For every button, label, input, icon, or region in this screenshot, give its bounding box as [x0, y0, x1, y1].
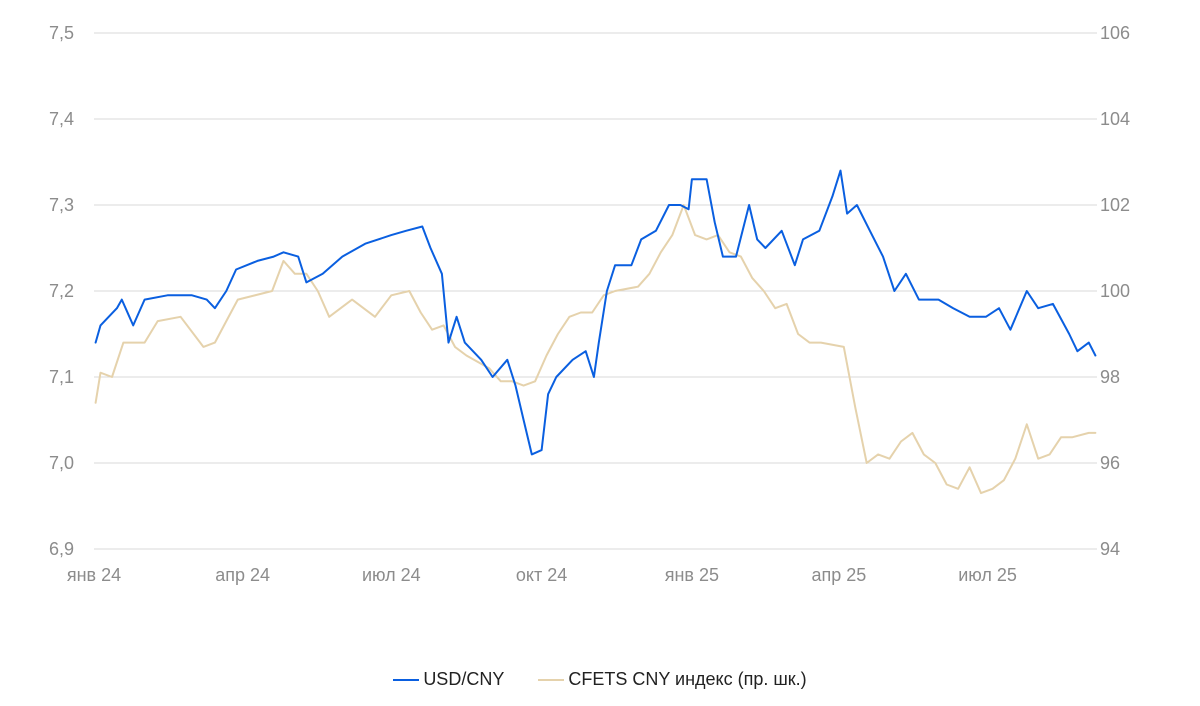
left-y-axis: 7,5 7,4 7,3 7,2 7,1 7,0 6,9 [49, 23, 74, 559]
x-tick-label: июл 24 [362, 565, 421, 585]
series-lines [94, 169, 1097, 495]
right-y-axis: 106 104 102 100 98 96 94 [1100, 23, 1130, 559]
y-left-tick-label: 7,0 [49, 453, 74, 473]
y-right-tick-label: 98 [1100, 367, 1120, 387]
series-line-cfets-index [94, 204, 1097, 495]
y-left-tick-label: 6,9 [49, 539, 74, 559]
y-right-tick-label: 106 [1100, 23, 1130, 43]
x-tick-label: апр 25 [812, 565, 867, 585]
legend: USD/CNY CFETS CNY индекс (пр. шк.) [0, 669, 1200, 690]
x-axis: янв 24 апр 24 июл 24 окт 24 янв 25 апр 25 июл … [67, 565, 1017, 585]
x-tick-label: окт 24 [516, 565, 567, 585]
y-left-tick-label: 7,5 [49, 23, 74, 43]
y-left-tick-label: 7,4 [49, 109, 74, 129]
y-left-tick-label: 7,1 [49, 367, 74, 387]
legend-label-usdcny: USD/CNY [423, 669, 505, 689]
gridlines [94, 32, 1097, 550]
x-tick-label: янв 25 [665, 565, 719, 585]
y-right-tick-label: 100 [1100, 281, 1130, 301]
y-right-tick-label: 102 [1100, 195, 1130, 215]
x-tick-label: июл 25 [958, 565, 1017, 585]
y-right-tick-label: 96 [1100, 453, 1120, 473]
x-tick-label: апр 24 [215, 565, 270, 585]
legend-item-cfets: CFETS CNY индекс (пр. шк.) [538, 669, 807, 690]
y-right-tick-label: 104 [1100, 109, 1130, 129]
legend-swatch-usdcny [393, 678, 420, 681]
y-left-tick-label: 7,2 [49, 281, 74, 301]
legend-label-cfets: CFETS CNY индекс (пр. шк.) [568, 669, 807, 689]
y-right-tick-label: 94 [1100, 539, 1120, 559]
legend-swatch-cfets [538, 678, 565, 681]
y-left-tick-label: 7,3 [49, 195, 74, 215]
legend-item-usdcny: USD/CNY [393, 669, 504, 690]
x-tick-label: янв 24 [67, 565, 121, 585]
series-line-usd-cny [94, 169, 1097, 456]
